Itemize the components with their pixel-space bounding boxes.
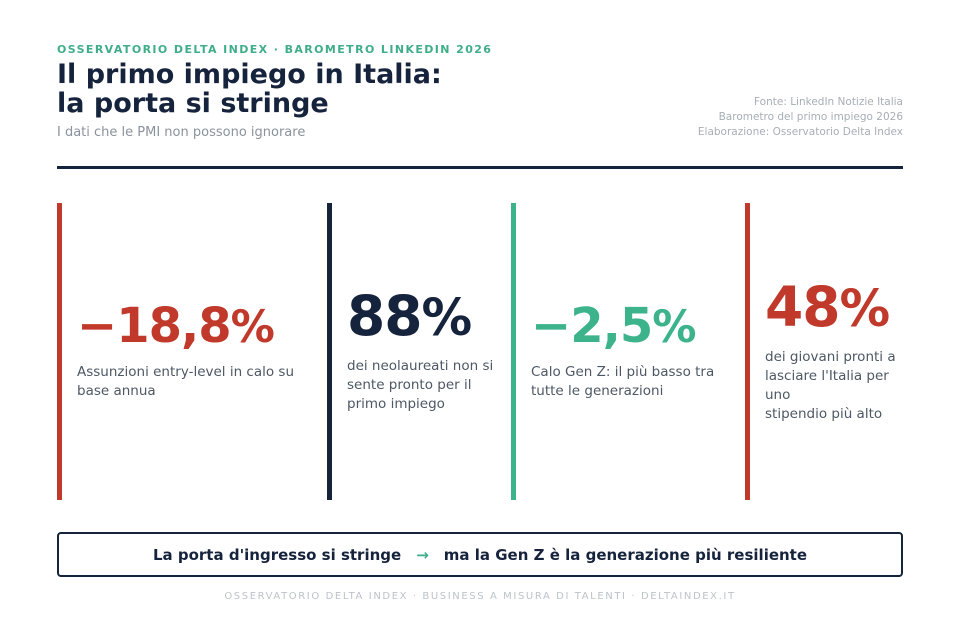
stat-value-neolaureati: 88%	[347, 289, 499, 344]
stat-number: −2,5	[531, 297, 653, 354]
stat-value-gen-z: −2,5%	[531, 302, 733, 350]
stat-card-neolaureati: 88% dei neolaureati non si sente pronto …	[327, 203, 499, 500]
stat-value-entry-level: −18,8%	[77, 302, 313, 350]
conclusion-banner: La porta d'ingresso si stringe → ma la G…	[57, 532, 903, 577]
arrow-right-icon: →	[416, 545, 429, 564]
source-note: Fonte: LinkedIn Notizie Italia Barometro…	[697, 96, 903, 138]
stat-number: 88	[347, 284, 423, 348]
banner-text-left: La porta d'ingresso si stringe	[152, 545, 402, 564]
stat-card-estero: 48% dei giovani pronti a lasciare l'Ital…	[745, 203, 907, 500]
stat-label-estero: dei giovani pronti a lasciare l'Italia p…	[765, 348, 896, 422]
percent-sign: %	[421, 288, 473, 347]
stat-label-entry-level: Assunzioni entry-level in calo su base a…	[77, 364, 295, 400]
stat-label-gen-z: Calo Gen Z: il più basso tra tutte le ge…	[531, 364, 715, 400]
stat-card-gen-z: −2,5% Calo Gen Z: il più basso tra tutte…	[511, 203, 733, 500]
percent-sign: %	[230, 301, 275, 353]
stat-number: −18,8	[77, 297, 232, 354]
banner-text-right: ma la Gen Z è la generazione più resilie…	[443, 545, 808, 564]
footer: OSSERVATORIO DELTA INDEX · BUSINESS A MI…	[224, 591, 736, 602]
stat-card-entry-level: −18,8% Assunzioni entry-level in calo su…	[57, 203, 313, 500]
header-divider	[57, 166, 903, 169]
kicker: OSSERVATORIO DELTA INDEX · BAROMETRO LIN…	[57, 43, 493, 56]
stat-label-neolaureati: dei neolaureati non si sente pronto per …	[347, 358, 494, 412]
percent-sign: %	[839, 278, 891, 338]
page-title: Il primo impiego in Italia: la porta si …	[57, 59, 442, 119]
subtitle: I dati che le PMI non possono ignorare	[57, 125, 306, 140]
stat-value-estero: 48%	[765, 278, 907, 338]
percent-sign: %	[652, 301, 696, 353]
stat-number: 48	[765, 274, 841, 339]
